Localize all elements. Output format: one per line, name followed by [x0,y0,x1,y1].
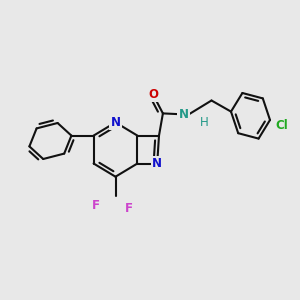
Text: O: O [148,88,158,101]
Text: F: F [125,202,133,215]
Text: N: N [110,116,121,129]
Text: Cl: Cl [276,119,288,132]
Text: N: N [152,157,162,170]
Text: F: F [92,199,99,212]
Text: N: N [178,108,188,121]
Text: H: H [200,116,208,130]
